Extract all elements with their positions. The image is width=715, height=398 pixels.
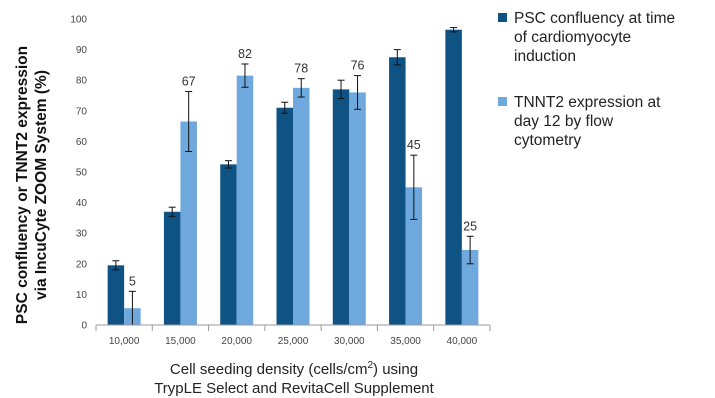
error-bar xyxy=(281,101,289,114)
y-axis-ticks: 0 10 20 30 40 50 60 70 80 90 100 xyxy=(70,15,87,332)
error-bar xyxy=(466,235,474,265)
bar-tnnt2 xyxy=(405,187,423,325)
x-tick-label: 40,000 xyxy=(447,336,478,347)
x-axis-label-line-1: Cell seeding density (cells/cm2) using xyxy=(170,360,418,378)
x-tick-label: 25,000 xyxy=(278,336,309,347)
y-tick-label: 50 xyxy=(76,168,88,179)
y-tick-label: 10 xyxy=(76,290,88,301)
bar-tnnt2 xyxy=(236,75,254,325)
y-tick-label: 30 xyxy=(76,229,88,240)
bar-psc-confluency xyxy=(107,265,125,325)
x-axis-label-line-2: TrypLE Select and RevitaCell Supplement xyxy=(154,380,434,397)
y-tick-label: 90 xyxy=(76,45,88,56)
x-tick-label: 15,000 xyxy=(165,336,196,347)
error-bar xyxy=(410,154,418,220)
y-axis-label: PSC confluency or TNNT2 expression via I… xyxy=(14,46,50,324)
error-bar xyxy=(393,49,401,66)
bar-tnnt2 xyxy=(349,92,366,325)
y-tick-label: 100 xyxy=(70,15,87,26)
bar-psc-confluency xyxy=(163,211,181,325)
error-bar xyxy=(337,79,345,100)
x-tick-label: 10,000 xyxy=(109,336,140,347)
x-axis-label: Cell seeding density (cells/cm2) using T… xyxy=(154,360,434,397)
y-tick-label: 40 xyxy=(76,198,88,209)
legend: PSC confluency at time of cardiomyocyte … xyxy=(498,10,675,149)
bar-psc-confluency xyxy=(276,107,293,326)
error-bar xyxy=(168,206,176,217)
legend-swatch-tnnt2 xyxy=(498,97,507,106)
y-axis-label-line-2: via IncuCyte ZOOM System (%) xyxy=(33,70,50,300)
y-tick-label: 20 xyxy=(76,259,88,270)
error-bars xyxy=(112,27,474,326)
legend-label-tnnt2-line-1: TNNT2 expression at xyxy=(514,94,661,111)
bar-tnnt2 xyxy=(461,250,479,325)
data-label-tnnt2: 82 xyxy=(238,47,252,61)
legend-label-psc-line-3: induction xyxy=(514,48,576,65)
error-bar xyxy=(224,160,232,169)
data-label-tnnt2: 25 xyxy=(463,219,477,233)
bar-psc-confluency xyxy=(332,89,350,325)
data-label-tnnt2: 5 xyxy=(129,274,136,288)
legend-swatch-psc-confluency xyxy=(498,13,507,22)
error-bar xyxy=(241,63,249,88)
bar-psc-confluency xyxy=(220,164,237,325)
error-bar xyxy=(185,91,193,152)
bar-psc-confluency xyxy=(445,29,462,326)
legend-label-psc-line-2: of cardiomyocyte xyxy=(514,29,631,46)
x-axis-label-line-1-end: ) using xyxy=(373,361,418,378)
bar-tnnt2 xyxy=(293,87,310,325)
legend-label-tnnt2-line-3: cytometry xyxy=(514,132,581,149)
error-bar xyxy=(354,75,362,110)
legend-label-psc-line-1: PSC confluency at time xyxy=(514,10,675,27)
x-axis-ticks: 10,000 15,000 20,000 25,000 30,000 35,000 40,0… xyxy=(95,325,491,347)
y-tick-label: 70 xyxy=(76,106,88,117)
data-label-tnnt2: 67 xyxy=(182,75,196,89)
error-bar xyxy=(297,78,305,98)
data-label-tnnt2: 78 xyxy=(294,62,308,76)
y-tick-label: 0 xyxy=(81,321,87,332)
y-tick-label: 80 xyxy=(76,76,88,87)
y-axis-label-line-1: PSC confluency or TNNT2 expression xyxy=(14,46,31,324)
x-tick-label: 35,000 xyxy=(390,336,421,347)
data-labels: 5 67 82 78 76 45 25 xyxy=(129,47,477,288)
y-tick-label: 60 xyxy=(76,137,88,148)
data-label-tnnt2: 45 xyxy=(407,138,421,152)
bars xyxy=(107,29,479,326)
x-tick-label: 20,000 xyxy=(221,336,252,347)
data-label-tnnt2: 76 xyxy=(351,59,365,73)
x-axis-label-superscript: 2 xyxy=(367,360,373,371)
error-bar xyxy=(112,260,120,271)
x-axis-label-line-1-text: Cell seeding density (cells/cm xyxy=(170,361,368,378)
x-tick-label: 30,000 xyxy=(334,336,365,347)
bar-tnnt2 xyxy=(180,121,197,325)
error-bar xyxy=(450,27,458,33)
bar-psc-confluency xyxy=(389,57,406,325)
legend-label-tnnt2-line-2: day 12 by flow xyxy=(514,113,614,130)
